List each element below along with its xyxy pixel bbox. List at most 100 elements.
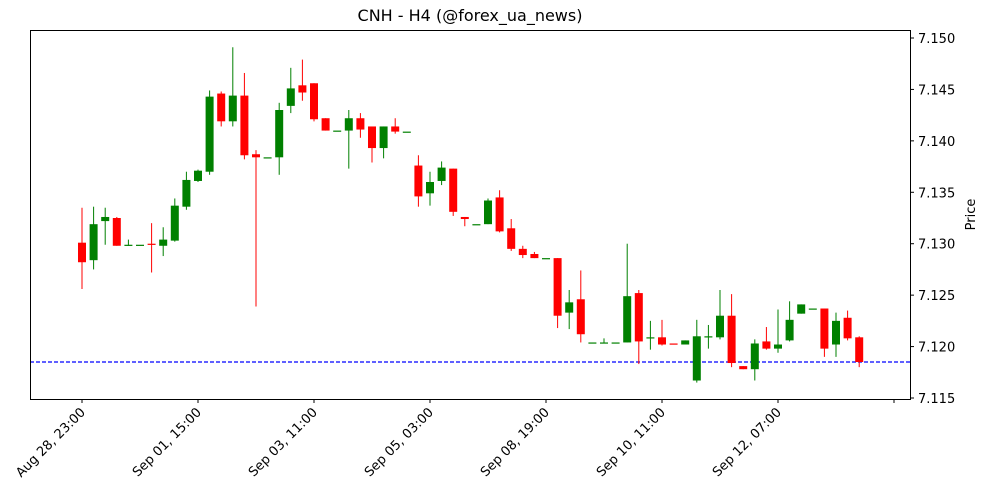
- candle-body: [716, 315, 724, 338]
- candle-body: [774, 344, 782, 349]
- y-axis: 7.115 7.120 7.125 7.130 7.135 7.140 7.145 7.150: [910, 32, 955, 407]
- candle: [460, 216, 469, 227]
- x-axis: Aug 28, 23:00 Sep 01, 15:00 Sep 03, 11:00 S…: [13, 399, 895, 481]
- candle-body: [553, 258, 562, 316]
- candle: [333, 130, 342, 132]
- candle: [124, 239, 133, 246]
- candle-body: [530, 254, 539, 259]
- candle: [449, 168, 458, 216]
- candle: [414, 155, 423, 207]
- candle: [426, 171, 434, 206]
- candle-body: [333, 130, 342, 132]
- candle-body: [275, 110, 284, 158]
- candle-body: [669, 343, 678, 345]
- candle: [576, 270, 585, 343]
- candle: [159, 227, 168, 257]
- candle-body: [402, 131, 411, 133]
- candle: [286, 67, 295, 114]
- candle: [217, 91, 226, 127]
- candle-body: [194, 170, 202, 181]
- candle: [855, 336, 864, 368]
- candle-body: [542, 258, 550, 260]
- y-tick-label: 7.125: [918, 289, 955, 304]
- candle-body: [437, 167, 446, 181]
- candle-body: [159, 239, 168, 246]
- candle: [252, 150, 260, 307]
- candle-body: [460, 216, 469, 220]
- candle-body: [356, 118, 365, 130]
- candle-body: [576, 299, 585, 335]
- candle: [843, 310, 852, 341]
- candle-body: [704, 336, 713, 338]
- candle-body: [600, 342, 608, 344]
- x-tick-label: Aug 28, 23:00: [13, 405, 89, 481]
- candle: [484, 198, 492, 225]
- x-tick-label: Sep 10, 11:00: [594, 405, 669, 480]
- candle: [716, 290, 724, 340]
- candle: [112, 216, 121, 246]
- candle: [182, 171, 191, 210]
- candle: [356, 113, 365, 138]
- candle-body: [727, 315, 736, 364]
- candle: [379, 126, 388, 159]
- candle: [275, 102, 284, 175]
- candle-body: [623, 296, 632, 343]
- candle-body: [252, 154, 260, 158]
- candle-body: [368, 126, 376, 149]
- candle-body: [263, 157, 272, 159]
- candle-body: [832, 320, 840, 345]
- plot-area-frame: [30, 30, 911, 400]
- candle-body: [101, 216, 110, 222]
- candle: [600, 338, 608, 344]
- candle-body: [147, 243, 156, 245]
- candle-body: [228, 95, 237, 122]
- candle: [147, 223, 156, 273]
- candle: [205, 90, 214, 175]
- y-tick-label: 7.115: [918, 392, 955, 407]
- candle-body: [692, 336, 701, 381]
- candle: [820, 308, 829, 357]
- candle: [240, 72, 249, 160]
- candle: [634, 290, 643, 365]
- x-tick-label: Sep 05, 03:00: [362, 405, 437, 480]
- candle-body: [298, 85, 307, 93]
- candle-body: [78, 242, 86, 263]
- candle-body: [797, 304, 806, 314]
- candle: [704, 324, 713, 349]
- candle-body: [611, 342, 620, 344]
- candle-body: [344, 118, 353, 131]
- candle: [530, 251, 539, 259]
- candle: [368, 126, 376, 163]
- y-tick-label: 7.140: [918, 135, 955, 150]
- candle: [298, 59, 307, 101]
- y-tick-label: 7.120: [918, 341, 955, 356]
- y-tick-label: 7.130: [918, 238, 955, 253]
- candle-body: [750, 343, 759, 370]
- candle-body: [240, 95, 249, 156]
- candle: [194, 169, 202, 182]
- candle: [263, 157, 272, 159]
- candle: [588, 342, 597, 344]
- candle-body: [518, 248, 527, 256]
- candle: [542, 258, 550, 260]
- candle: [611, 342, 620, 344]
- x-tick-label: Sep 12, 07:00: [710, 405, 785, 480]
- candle: [681, 340, 690, 345]
- x-tick-label: Sep 03, 11:00: [246, 405, 321, 480]
- candle-body: [112, 218, 121, 246]
- candle-body: [182, 179, 191, 207]
- candle: [808, 308, 817, 310]
- candle: [170, 198, 179, 242]
- candle-body: [646, 337, 655, 339]
- chart-title: CNH - H4 (@forex_ua_news): [357, 6, 583, 25]
- y-tick-label: 7.145: [918, 83, 955, 98]
- x-tick-label: Sep 08, 19:00: [478, 405, 553, 480]
- candle: [832, 312, 840, 357]
- candle-body: [495, 197, 504, 232]
- candle: [391, 118, 400, 134]
- candle-body: [808, 308, 817, 310]
- candle: [507, 219, 516, 251]
- candle: [437, 161, 446, 186]
- candle: [692, 319, 701, 383]
